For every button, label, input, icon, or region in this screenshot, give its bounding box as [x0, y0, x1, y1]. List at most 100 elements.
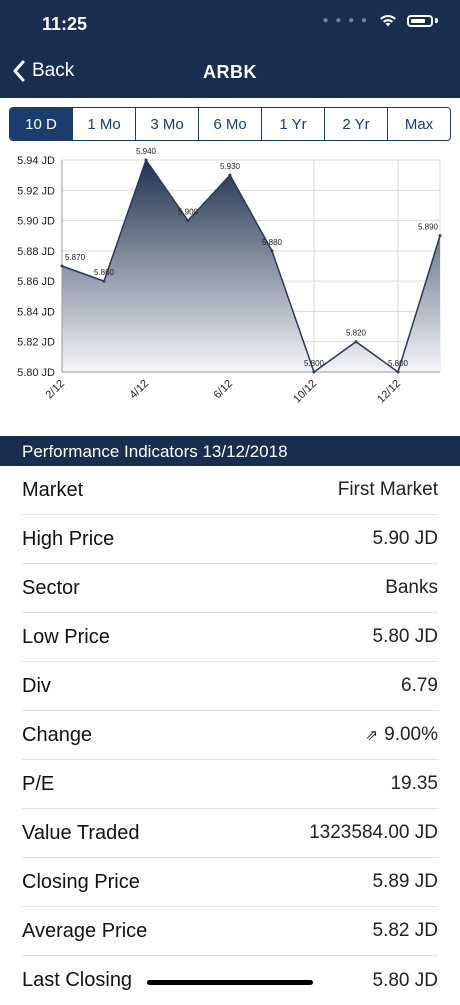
indicator-value: 5.82 JD: [372, 920, 438, 941]
data-point: [186, 219, 190, 223]
indicator-value-wrap: 19.35: [390, 773, 438, 795]
indicator-row: Last Closing 5.80 JD: [22, 956, 438, 1005]
indicator-value: 5.90 JD: [372, 528, 438, 549]
data-label: 5.800: [304, 359, 325, 368]
indicator-label: Last Closing: [22, 969, 133, 991]
y-tick-label: 5.80 JD: [17, 367, 55, 379]
indicator-value: 5.80 JD: [372, 626, 438, 647]
data-label: 5.860: [94, 268, 115, 277]
performance-heading: Performance Indicators 13/12/2018: [0, 436, 460, 466]
data-point: [102, 279, 106, 283]
battery-cap: [435, 18, 438, 23]
range-tab-6mo[interactable]: 6 Mo: [198, 108, 261, 140]
data-point: [312, 370, 316, 374]
data-point: [60, 264, 64, 268]
y-tick-label: 5.86 JD: [17, 276, 55, 288]
indicator-row: P/E 19.35: [22, 760, 438, 809]
indicator-value-wrap: 5.80 JD: [373, 626, 438, 648]
data-label: 5.820: [346, 329, 367, 338]
range-tab-3mo[interactable]: 3 Mo: [135, 108, 198, 140]
indicator-row: Change ⇗ 9.00%: [22, 711, 438, 760]
y-tick-label: 5.90 JD: [17, 216, 55, 228]
y-tick-label: 5.84 JD: [17, 306, 55, 318]
status-time: 11:25: [42, 14, 88, 34]
range-tab-max[interactable]: Max: [387, 108, 450, 140]
indicator-row: Div 6.79: [22, 662, 438, 711]
indicator-value: Banks: [385, 577, 438, 598]
indicator-row: Sector Banks: [22, 564, 438, 613]
data-label: 5.800: [388, 359, 409, 368]
indicator-label: P/E: [22, 772, 55, 795]
price-chart: 5.80 JD 5.82 JD 5.84 JD 5.86 JD 5.88 JD 5.90 …: [17, 147, 442, 406]
wifi-icon: [380, 14, 396, 27]
indicator-row: High Price 5.90 JD: [22, 515, 438, 564]
back-label: Back: [32, 60, 75, 81]
x-tick-label: 4/12: [127, 378, 151, 402]
x-tick-label: 10/12: [291, 378, 319, 406]
range-tab-10d[interactable]: 10 D: [10, 108, 72, 140]
data-point: [396, 370, 400, 374]
indicator-value-wrap: 5.82 JD: [373, 920, 438, 942]
price-line: [61, 158, 441, 374]
y-tick-label: 5.88 JD: [17, 246, 55, 258]
indicator-value-wrap: 5.80 JD: [373, 970, 438, 992]
indicator-label: Market: [22, 478, 84, 501]
indicator-value: 19.35: [390, 773, 438, 794]
indicator-label: High Price: [22, 527, 115, 550]
data-point: [354, 340, 358, 344]
indicator-value: 5.80 JD: [372, 969, 438, 991]
data-label: 5.870: [65, 253, 86, 262]
x-tick-label: 12/12: [375, 378, 403, 406]
range-tab-2yr[interactable]: 2 Yr: [324, 108, 387, 140]
data-label: 5.900: [178, 208, 199, 217]
data-label: 5.880: [262, 238, 283, 247]
signal-icon: ● ● ● ●: [322, 15, 369, 26]
indicator-label: Sector: [22, 576, 80, 599]
indicator-row: Value Traded 1323584.00 JD: [22, 809, 438, 858]
indicator-value-wrap: 1323584.00 JD: [309, 822, 438, 844]
y-tick-label: 5.94 JD: [17, 155, 55, 167]
data-label: 5.890: [418, 223, 439, 232]
indicator-value: First Market: [337, 479, 438, 500]
indicator-value-wrap: ⇗ 9.00%: [366, 724, 438, 746]
range-tab-1yr[interactable]: 1 Yr: [261, 108, 324, 140]
indicator-value: 1323584.00 JD: [309, 822, 438, 843]
area-fill: [62, 160, 440, 372]
indicator-value-wrap: 6.79: [401, 675, 438, 697]
y-tick-label: 5.92 JD: [17, 185, 55, 197]
indicator-row: Average Price 5.82 JD: [22, 907, 438, 956]
performance-list: Market First Market High Price 5.90 JD Secto…: [0, 466, 460, 1005]
data-label: 5.940: [136, 147, 157, 156]
y-tick-label: 5.82 JD: [17, 337, 55, 349]
page-title: ARBK: [203, 62, 257, 82]
indicator-value: 9.00%: [384, 724, 438, 745]
indicator-row: Market First Market: [22, 466, 438, 515]
indicator-label: Div: [22, 674, 51, 697]
indicator-value-wrap: 5.89 JD: [373, 871, 438, 893]
arrow-up-right-icon: ⇗: [365, 727, 379, 744]
data-point: [438, 234, 442, 238]
back-button[interactable]: Back: [12, 60, 74, 82]
indicator-value-wrap: 5.90 JD: [373, 528, 438, 550]
indicator-value: 6.79: [401, 675, 438, 696]
data-point: [144, 158, 148, 162]
indicator-row: Closing Price 5.89 JD: [22, 858, 438, 907]
indicator-label: Closing Price: [22, 870, 140, 893]
battery-icon: [407, 14, 433, 27]
app-header: 11:25 ● ● ● ● Back ARBK: [0, 0, 460, 98]
range-tab-1mo[interactable]: 1 Mo: [72, 108, 135, 140]
indicator-value-wrap: First Market: [338, 479, 438, 501]
status-icons: ● ● ● ●: [322, 14, 438, 27]
indicator-row: Low Price 5.80 JD: [22, 613, 438, 662]
indicator-value: 5.89 JD: [372, 871, 438, 892]
indicator-label: Change: [22, 723, 93, 746]
indicator-label: Average Price: [22, 919, 148, 942]
indicator-label: Low Price: [22, 625, 110, 648]
data-point: [228, 173, 232, 177]
x-tick-label: 2/12: [43, 378, 67, 402]
data-point: [270, 249, 274, 253]
chevron-left-icon: [13, 60, 25, 82]
x-tick-label: 6/12: [211, 378, 235, 402]
data-label: 5.930: [220, 162, 241, 171]
